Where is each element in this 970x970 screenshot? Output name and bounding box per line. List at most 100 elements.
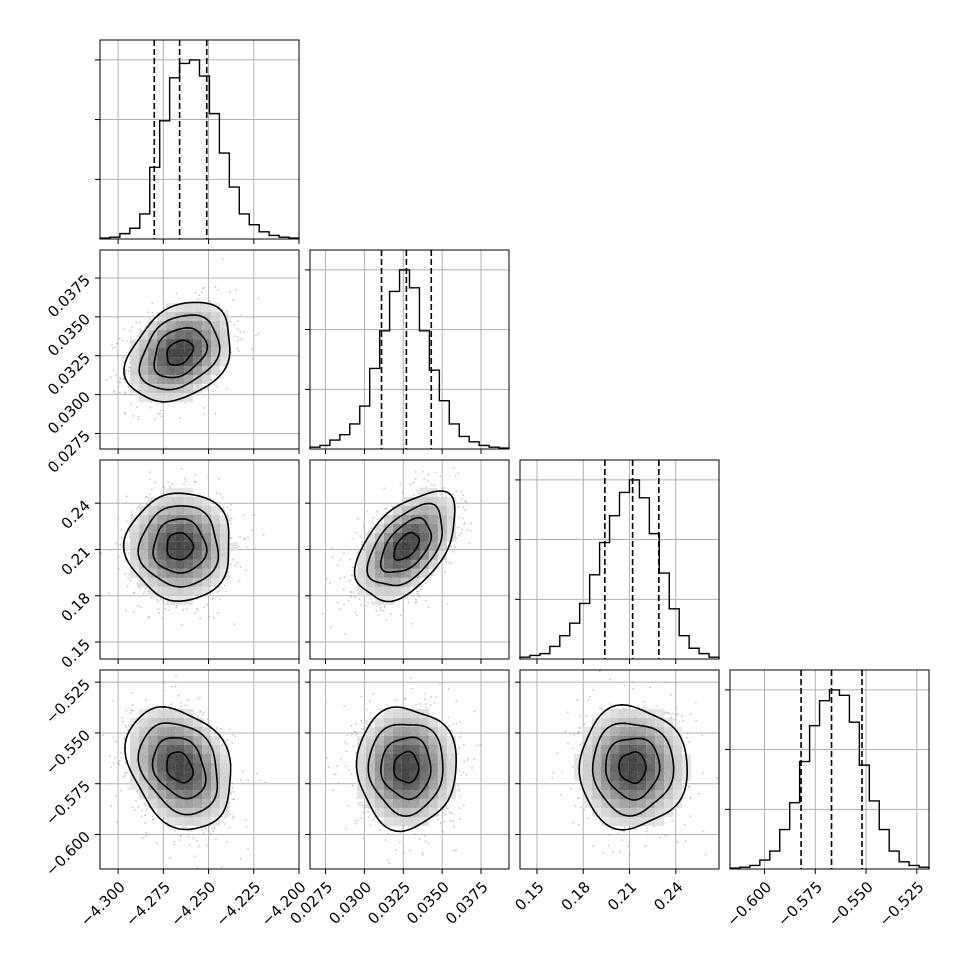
scatter-panel-1-0-sample-dot xyxy=(112,369,115,372)
scatter-panel-3-1-sample-dot xyxy=(458,788,461,790)
scatter-panel-3-1-sample-dot xyxy=(455,700,458,703)
scatter-panel-1-0-sample-dot xyxy=(197,298,200,301)
scatter-panel-3-0-sample-dot xyxy=(213,827,216,830)
scatter-panel-2-0-sample-dot xyxy=(195,480,198,483)
scatter-panel-2-0-sample-dot xyxy=(148,478,151,481)
scatter-panel-2-1-sample-dot xyxy=(377,614,380,616)
scatter-panel-1-0-sample-dot xyxy=(122,360,124,363)
scatter-panel-2-0-sample-dot xyxy=(224,585,227,587)
scatter-panel-3-0-sample-dot xyxy=(201,714,204,716)
scatter-panel-3-1-sample-dot xyxy=(452,723,455,726)
scatter-panel-1-0-sample-dot xyxy=(123,328,126,330)
scatter-panel-3-0-sample-dot xyxy=(162,680,165,683)
scatter-panel-1-0-sample-dot xyxy=(175,292,178,295)
scatter-panel-2-0-sample-dot xyxy=(236,562,239,564)
scatter-panel-2-0-sample-dot xyxy=(238,579,241,582)
scatter-panel-2-1-sample-dot xyxy=(330,547,333,550)
scatter-panel-2-1-sample-dot xyxy=(383,604,386,607)
scatter-panel-2-0-sample-dot xyxy=(124,572,127,575)
scatter-panel-1-0-sample-dot xyxy=(136,335,139,338)
scatter-panel-2-0-sample-dot xyxy=(137,585,140,588)
scatter-panel-1-0-sample-dot xyxy=(243,331,245,333)
scatter-panel-2-0-sample-dot xyxy=(157,601,160,603)
scatter-panel-3-0-sample-dot xyxy=(135,800,137,802)
scatter-panel-3-0-sample-dot xyxy=(130,691,133,694)
scatter-panel-1-0-sample-dot xyxy=(117,386,120,388)
scatter-panel-3-1-sample-dot xyxy=(379,829,381,831)
scatter-panel-2-1-sample-dot xyxy=(427,480,430,483)
scatter-panel-1-0-sample-dot xyxy=(125,368,128,371)
scatter-panel-1-0-sample-dot xyxy=(124,370,127,372)
scatter-panel-1-0-sample-dot xyxy=(203,407,205,409)
scatter-panel-2-1-sample-dot xyxy=(385,507,388,509)
scatter-panel-3-1-sample-dot xyxy=(421,851,424,854)
scatter-panel-2-0-sample-dot xyxy=(154,481,157,484)
scatter-panel-3-1-sample-dot xyxy=(430,696,432,698)
scatter-panel-1-0-sample-dot xyxy=(217,289,219,291)
scatter-panel-3-0-sample-dot xyxy=(163,682,166,684)
scatter-panel-2-1-sample-dot xyxy=(412,481,415,484)
scatter-panel-2-0-sample-dot xyxy=(162,603,165,605)
scatter-panel-1-0-sample-dot xyxy=(151,311,154,314)
scatter-panel-3-1-sample-dot xyxy=(365,708,368,711)
scatter-panel-3-0-sample-dot xyxy=(123,737,126,740)
scatter-panel-1-0-sample-dot xyxy=(132,415,135,417)
scatter-panel-3-0-sample-dot xyxy=(197,845,200,848)
scatter-panel-1-0-sample-dot xyxy=(212,390,215,393)
scatter-panel-3-1-sample-dot xyxy=(448,725,450,728)
scatter-panel-3-0-sample-dot xyxy=(211,827,214,830)
scatter-panel-2-1-sample-dot xyxy=(480,500,483,503)
scatter-panel-3-0-sample-dot xyxy=(229,791,232,794)
scatter-panel-1-0-sample-dot xyxy=(236,320,239,322)
scatter-panel-3-0-sample-dot xyxy=(124,774,126,777)
scatter-panel-2-0-sample-dot xyxy=(108,549,111,551)
scatter-panel-2-1-sample-dot xyxy=(377,518,379,521)
scatter-panel-2-1-sample-dot xyxy=(463,521,466,524)
scatter-panel-3-1-sample-dot xyxy=(354,822,357,825)
scatter-panel-2-1-sample-dot xyxy=(353,591,355,593)
scatter-panel-2-0-sample-dot xyxy=(145,502,148,505)
scatter-panel-3-0-sample-dot xyxy=(258,779,261,781)
scatter-panel-2-1-sample-dot xyxy=(380,607,382,609)
scatter-panel-2-0-sample-dot xyxy=(184,480,187,483)
scatter-panel-3-1-sample-dot xyxy=(367,723,369,726)
scatter-panel-3-0-sample-dot xyxy=(245,825,248,828)
scatter-panel-2-0-sample-dot xyxy=(262,533,265,536)
scatter-panel-2-1-sample-dot xyxy=(361,541,364,544)
scatter-panel-3-1-sample-dot xyxy=(425,706,428,709)
scatter-panel-3-1-sample-dot xyxy=(455,849,457,851)
scatter-panel-1-0-sample-dot xyxy=(129,393,132,396)
scatter-panel-3-0-sample-dot xyxy=(143,802,146,805)
scatter-panel-3-0-sample-dot xyxy=(187,699,190,702)
scatter-panel-2-1-sample-dot xyxy=(425,485,428,488)
scatter-panel-2-0-sample-dot xyxy=(115,542,117,545)
scatter-panel-2-1-sample-dot xyxy=(465,501,467,503)
scatter-panel-2-0-sample-dot xyxy=(225,590,228,593)
scatter-panel-1-0-sample-dot xyxy=(239,330,242,333)
scatter-panel-3-0-sample-dot xyxy=(192,837,195,840)
scatter-panel-1-0-sample-dot xyxy=(237,336,239,338)
scatter-panel-1-0-sample-dot xyxy=(240,314,243,317)
scatter-panel-3-0-sample-dot xyxy=(114,740,117,743)
scatter-panel-1-0-sample-dot xyxy=(201,291,203,294)
scatter-panel-2-0-sample-dot xyxy=(129,579,132,582)
scatter-panel-3-0-sample-dot xyxy=(206,718,209,720)
scatter-panel-2-1-sample-dot xyxy=(409,483,412,485)
scatter-panel-2-1-sample-dot xyxy=(427,606,430,609)
scatter-panel-2-0-sample-dot xyxy=(133,591,136,594)
scatter-panel-3-0-sample-dot xyxy=(130,709,133,712)
scatter-panel-1-0-sample-dot xyxy=(126,339,129,342)
scatter-panel-3-0-sample-dot xyxy=(145,835,147,837)
scatter-panel-3-1-sample-dot xyxy=(356,731,358,734)
scatter-panel-3-0-sample-dot xyxy=(181,826,184,829)
scatter-panel-3-1-sample-dot xyxy=(424,692,427,695)
scatter-panel-2-1-sample-dot xyxy=(459,532,462,535)
scatter-panel-3-1-sample-dot xyxy=(367,816,370,819)
scatter-panel-2-1-sample-dot xyxy=(460,491,462,493)
scatter-panel-2-0-sample-dot xyxy=(196,609,199,612)
scatter-panel-3-1-sample-dot xyxy=(394,699,397,701)
scatter-panel-2-0-sample-dot xyxy=(206,603,208,606)
scatter-panel-3-0-sample-dot xyxy=(232,734,235,736)
scatter-panel-2-0-sample-dot xyxy=(101,595,103,597)
scatter-panel-2-1-sample-dot xyxy=(360,543,363,546)
